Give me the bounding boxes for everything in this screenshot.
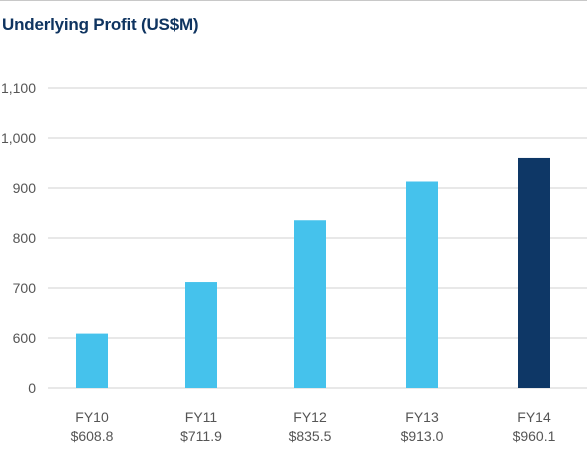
y-tick-label: 900: [13, 180, 37, 196]
x-category-label: FY11: [185, 409, 218, 425]
x-value-label: $913.0: [401, 428, 444, 444]
bar-fy10: [76, 333, 108, 388]
chart-title: Underlying Profit (US$M): [2, 15, 199, 34]
y-tick-label: 700: [13, 280, 37, 296]
x-value-label: $960.1: [513, 428, 556, 444]
bar-fy12: [294, 220, 326, 388]
y-tick-label: 1,000: [1, 130, 36, 146]
top-rule: [0, 0, 587, 1]
y-tick-label: 0: [28, 380, 36, 396]
x-category-label: FY10: [75, 409, 109, 425]
x-value-label: $711.9: [180, 428, 222, 444]
bar-fy14: [518, 157, 550, 388]
bar-fy13: [406, 181, 438, 388]
y-tick-label: 600: [13, 330, 37, 346]
x-value-label: $835.5: [289, 428, 332, 444]
x-category-label: FY12: [293, 409, 327, 425]
y-tick-label: 1,100: [1, 80, 36, 96]
x-category-label: FY14: [517, 409, 551, 425]
x-value-label: $608.8: [71, 428, 114, 444]
x-category-label: FY13: [405, 409, 439, 425]
y-tick-label: 800: [13, 230, 37, 246]
bar-fy11: [185, 282, 217, 388]
